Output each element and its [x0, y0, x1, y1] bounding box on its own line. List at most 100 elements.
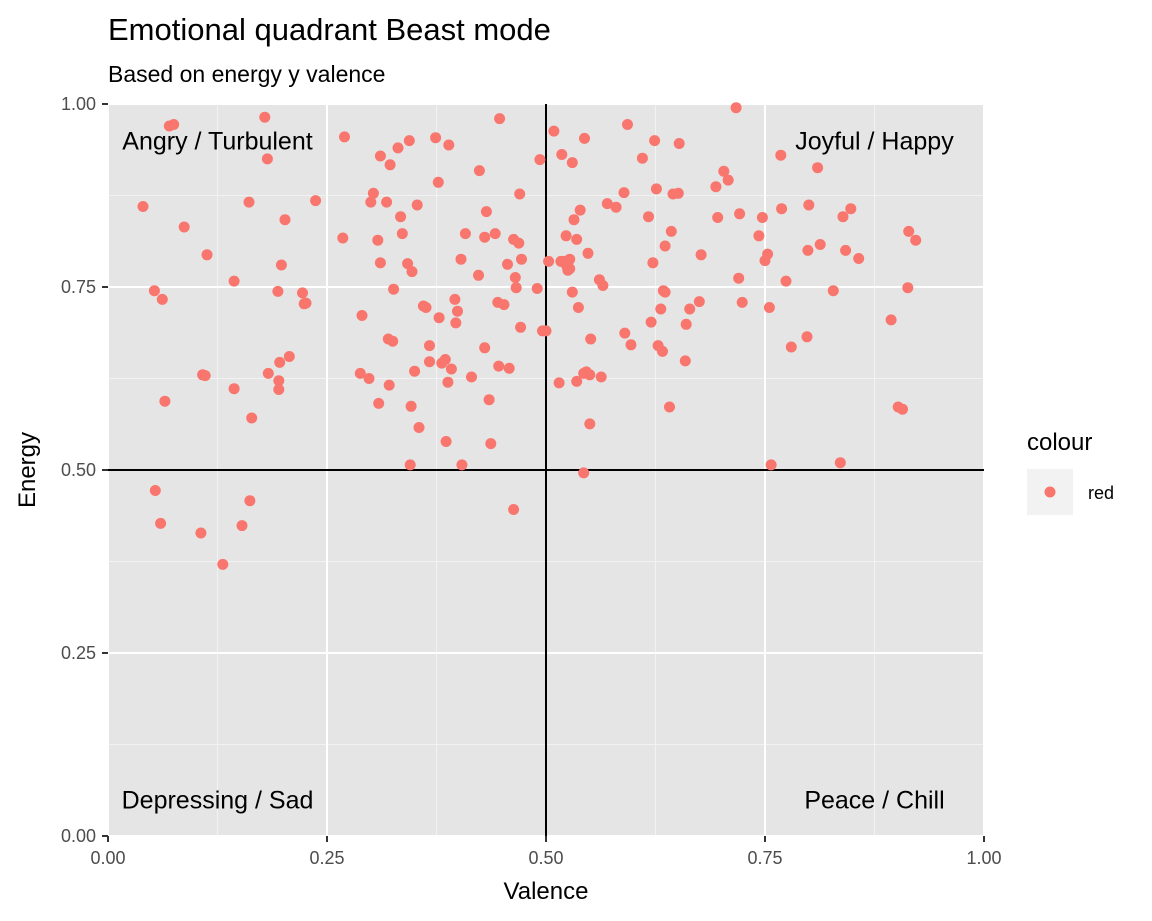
data-point	[259, 111, 271, 123]
data-point	[396, 228, 408, 240]
data-point	[372, 234, 384, 246]
data-point	[449, 293, 461, 305]
data-point	[402, 258, 414, 270]
data-point	[910, 234, 922, 246]
y-tick-label: 0.75	[61, 277, 96, 297]
data-point	[236, 520, 248, 532]
data-point	[718, 165, 730, 177]
data-point	[339, 131, 350, 143]
data-point	[814, 239, 826, 250]
data-point	[619, 327, 631, 339]
x-axis-title: Valence	[504, 878, 589, 905]
data-point	[388, 283, 400, 295]
data-point	[420, 302, 432, 313]
data-point	[246, 412, 258, 424]
data-point	[734, 208, 746, 220]
data-point	[473, 269, 484, 281]
quadrant-label: Depressing / Sad	[122, 786, 314, 814]
chart-subtitle: Based on energy y valence	[108, 61, 385, 87]
data-point	[356, 310, 368, 321]
data-point	[413, 422, 425, 433]
data-point	[566, 286, 578, 298]
data-point	[548, 125, 560, 137]
y-axis: 0.00 0.25 0.50 0.75 1.00	[61, 94, 108, 846]
data-point	[373, 397, 385, 409]
data-point	[801, 331, 813, 343]
data-point	[659, 240, 671, 252]
data-point	[582, 247, 594, 259]
data-point	[897, 403, 908, 415]
quadrant-annotations: Angry / Turbulent Joyful / Happy Depressin…	[122, 128, 955, 815]
x-axis: 0.00 0.25 0.50 0.75 1.00	[90, 836, 1002, 868]
data-point	[572, 302, 584, 313]
x-tick-label: 0.25	[309, 848, 344, 868]
data-point	[498, 299, 510, 311]
data-point	[273, 375, 285, 387]
data-point	[455, 253, 467, 265]
data-point	[636, 152, 648, 164]
data-point	[494, 113, 506, 125]
y-axis-title: Energy	[14, 432, 41, 508]
data-point	[445, 363, 457, 375]
data-point	[665, 225, 677, 237]
data-point	[564, 263, 576, 275]
chart-title: Emotional quadrant Beast mode	[108, 12, 551, 47]
data-point	[776, 203, 788, 215]
legend-title: colour	[1027, 429, 1092, 456]
data-point	[837, 211, 849, 223]
data-point	[722, 174, 734, 186]
x-tick-label: 0.75	[747, 848, 782, 868]
data-point	[802, 244, 814, 256]
data-point	[540, 325, 552, 337]
data-point	[409, 365, 421, 377]
data-point	[439, 354, 451, 365]
data-point	[622, 119, 633, 130]
data-point	[195, 527, 207, 539]
data-point	[275, 259, 287, 271]
data-point	[885, 314, 897, 326]
x-tick-label: 0.00	[90, 848, 125, 868]
scatter-points	[137, 102, 922, 570]
data-point	[442, 376, 454, 388]
data-point	[595, 371, 607, 383]
data-point	[853, 253, 865, 264]
data-point	[762, 248, 774, 260]
data-point	[693, 296, 705, 308]
data-point	[510, 282, 522, 294]
data-point	[243, 196, 255, 208]
data-point	[363, 373, 375, 384]
data-point	[489, 228, 501, 240]
data-point	[840, 244, 852, 256]
data-point	[424, 340, 435, 352]
x-tick-label: 1.00	[966, 848, 1001, 868]
data-point	[712, 212, 724, 223]
data-point	[568, 214, 580, 226]
data-point	[201, 249, 213, 261]
data-point	[695, 249, 707, 261]
data-point	[657, 345, 668, 357]
data-point	[430, 132, 442, 144]
data-point	[736, 296, 748, 308]
data-point	[403, 135, 415, 147]
data-point	[310, 195, 322, 207]
data-point	[432, 176, 444, 188]
quadrant-label: Angry / Turbulent	[122, 128, 312, 156]
data-point	[673, 138, 685, 149]
data-point	[785, 341, 797, 353]
data-point	[647, 257, 659, 269]
data-point	[383, 379, 395, 391]
data-point	[585, 333, 597, 345]
data-point	[384, 159, 396, 171]
data-point	[406, 266, 418, 278]
data-point	[392, 142, 404, 154]
data-point	[560, 230, 572, 242]
data-point	[456, 459, 468, 471]
y-tick-label: 0.00	[61, 826, 96, 846]
data-point	[404, 459, 416, 471]
data-point	[155, 517, 167, 529]
data-point	[579, 132, 590, 144]
data-point	[584, 418, 596, 430]
data-point	[643, 211, 654, 223]
data-point	[424, 356, 435, 368]
